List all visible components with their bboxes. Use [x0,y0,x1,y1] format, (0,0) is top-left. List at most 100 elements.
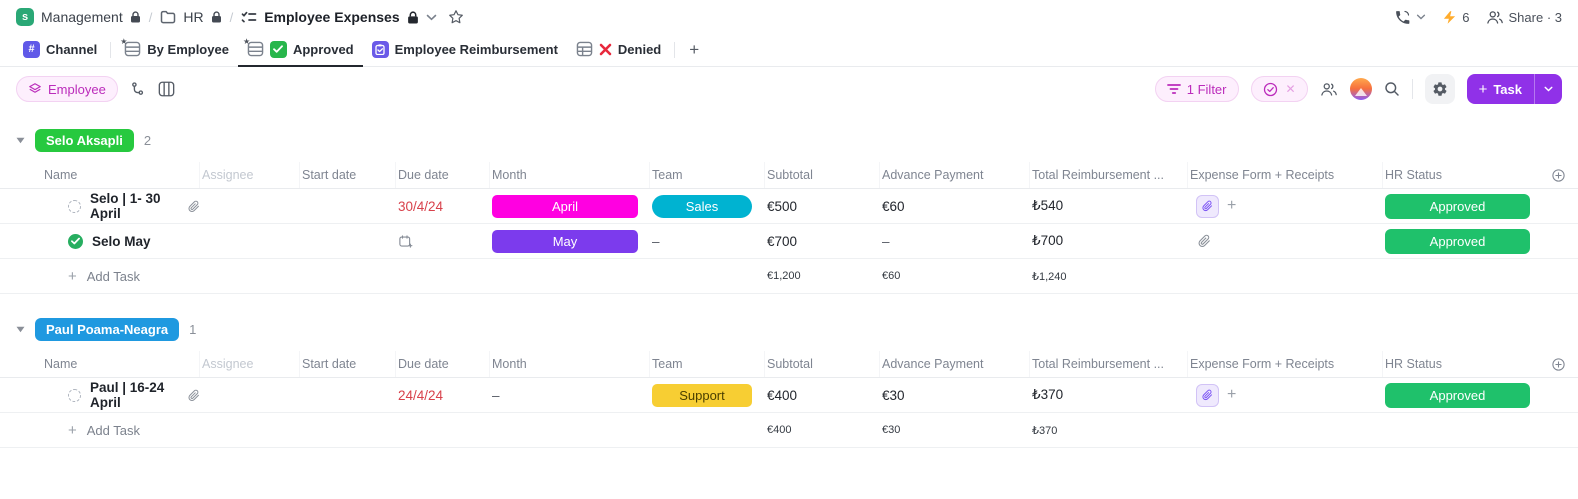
group-name-pill[interactable]: Selo Aksapli [35,129,134,152]
chevron-down-icon[interactable] [426,14,437,21]
task-name[interactable]: Paul | 16-24 April [90,380,165,410]
group-by-pill[interactable]: Employee [16,76,118,102]
status-filter-pill[interactable]: ✕ [1250,76,1308,102]
subtotal-cell[interactable]: €400 [767,387,798,403]
hr-status-pill[interactable]: Approved [1385,193,1530,219]
team-pill[interactable]: Support [652,383,752,407]
team-pill[interactable]: Sales [652,194,752,218]
task-status-icon[interactable] [68,199,81,213]
plus-icon: + [68,267,77,285]
search-icon[interactable] [1384,81,1400,97]
column-total-reimbursement[interactable]: Total Reimbursement ... [1030,351,1188,377]
hr-status-pill[interactable]: Approved [1385,382,1530,408]
group-task-count: 1 [189,322,197,337]
add-task-button[interactable]: + Add Task [0,268,765,285]
breadcrumb-space[interactable]: Management [41,9,123,25]
column-name[interactable]: Name [0,351,200,377]
filter-pill[interactable]: 1 Filter [1154,76,1239,102]
column-month[interactable]: Month [490,162,650,188]
table-row[interactable]: Selo May May – €700 – ₺700 Approved [0,224,1578,259]
add-attachment-button[interactable]: + [1227,386,1237,403]
divider [110,42,112,58]
tab-employee-reimbursement[interactable]: Employee Reimbursement [363,34,567,67]
space-avatar[interactable]: s [16,8,34,26]
subtotal-cell[interactable]: €700 [767,233,798,249]
month-pill[interactable]: May [492,229,638,253]
column-subtotal[interactable]: Subtotal [765,351,880,377]
column-name[interactable]: Name [0,162,200,188]
column-month[interactable]: Month [490,351,650,377]
add-column-button[interactable] [1538,351,1578,377]
share-button[interactable]: Share · 3 [1486,9,1562,25]
view-settings-button[interactable] [1424,74,1455,104]
subtasks-icon[interactable] [130,81,146,97]
divider [674,42,676,58]
tab-approved[interactable]: ★ Approved [237,34,363,67]
add-column-button[interactable] [1538,162,1578,188]
due-date-cell[interactable] [396,234,490,249]
column-expense-form[interactable]: Expense Form + Receipts [1188,351,1383,377]
column-expense-form[interactable]: Expense Form + Receipts [1188,162,1383,188]
column-start-date[interactable]: Start date [300,162,396,188]
divider [1411,79,1413,99]
add-attachment-button[interactable]: + [1227,197,1237,214]
column-due-date[interactable]: Due date [396,162,490,188]
subtotal-sum: €400 [767,424,792,436]
column-hr-status[interactable]: HR Status [1385,168,1442,182]
phone-icon [1394,9,1411,26]
paperclip-icon[interactable] [1198,234,1211,248]
total-reimbursement-cell[interactable]: ₺540 [1032,198,1064,213]
breadcrumb-folder[interactable]: HR [183,9,204,25]
advance-payment-cell[interactable]: €30 [882,387,905,403]
column-hr-status[interactable]: HR Status [1385,357,1442,371]
task-name[interactable]: Selo May [92,233,151,249]
column-team[interactable]: Team [650,162,765,188]
total-reimbursement-cell[interactable]: ₺370 [1032,387,1064,402]
advance-payment-cell[interactable]: – [882,233,890,249]
column-advance-payment[interactable]: Advance Payment [880,351,1030,377]
attachment-badge[interactable] [1196,383,1219,407]
task-name[interactable]: Selo | 1- 30 April [90,191,161,221]
page-title[interactable]: Employee Expenses [264,9,400,25]
task-status-icon[interactable] [68,388,81,402]
hr-status-pill[interactable]: Approved [1385,228,1530,254]
clear-filter-icon[interactable]: ✕ [1285,82,1296,96]
column-assignee[interactable]: Assignee [200,351,300,377]
total-reimbursement-cell[interactable]: ₺700 [1032,233,1064,248]
favorite-star-icon[interactable] [448,9,464,25]
table-row[interactable]: Selo | 1- 30 April 30/4/24 April Sales €… [0,189,1578,224]
table-row[interactable]: Paul | 16-24 April 24/4/24 – Support €40… [0,378,1578,413]
user-avatar[interactable] [1349,78,1372,100]
advance-payment-cell[interactable]: €60 [882,198,905,214]
month-pill[interactable]: April [492,194,638,218]
collapse-caret-icon[interactable] [16,137,25,144]
column-assignee[interactable]: Assignee [200,162,300,188]
column-advance-payment[interactable]: Advance Payment [880,162,1030,188]
add-task-button[interactable]: + Add Task [0,422,765,439]
calendar-plus-icon[interactable] [398,234,413,249]
task-status-done-icon[interactable] [68,233,83,249]
add-task-button[interactable]: + Task [1466,74,1562,104]
month-cell[interactable]: – [492,387,500,403]
column-due-date[interactable]: Due date [396,351,490,377]
collapse-caret-icon[interactable] [16,326,25,333]
tab-denied[interactable]: Denied [567,34,670,67]
tab-by-employee[interactable]: ★ By Employee [115,34,238,67]
team-cell[interactable]: – [652,233,660,249]
due-date-cell[interactable]: 24/4/24 [398,387,444,403]
invite-user-icon[interactable] [1320,81,1338,97]
automations-button[interactable]: 6 [1442,10,1470,25]
columns-icon[interactable] [158,81,175,97]
column-total-reimbursement[interactable]: Total Reimbursement ... [1030,162,1188,188]
column-subtotal[interactable]: Subtotal [765,162,880,188]
due-date-cell[interactable]: 30/4/24 [398,198,444,214]
subtotal-cell[interactable]: €500 [767,198,798,214]
task-button-caret[interactable] [1534,74,1562,104]
group-name-pill[interactable]: Paul Poama-Neagra [35,318,180,341]
column-team[interactable]: Team [650,351,765,377]
tab-channel[interactable]: # Channel [14,34,106,67]
call-button[interactable] [1394,9,1426,26]
attachment-badge[interactable] [1196,194,1219,218]
add-view-button[interactable]: + [689,40,700,59]
column-start-date[interactable]: Start date [300,351,396,377]
